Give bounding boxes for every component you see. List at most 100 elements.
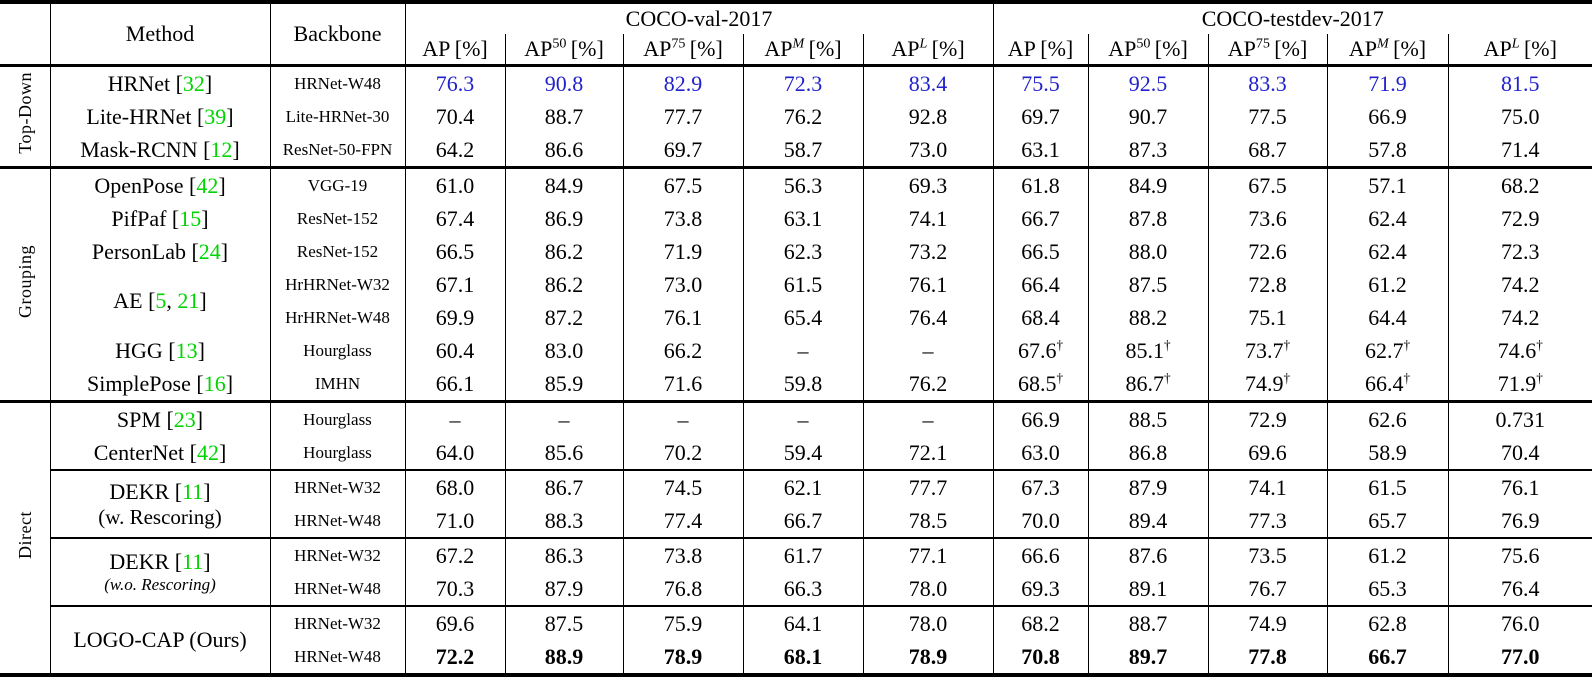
backbone-cell: VGG-19 <box>270 166 406 202</box>
citation-link[interactable]: 12 <box>210 136 233 162</box>
testdev-apm-value: 66.4† <box>1327 367 1449 402</box>
val-ap-value: 64.2 <box>405 133 506 168</box>
group-header-coco-testdev: COCO-testdev-2017 <box>1201 6 1384 32</box>
val-apl-value: 74.1 <box>863 202 994 235</box>
val-ap-value: 68.0 <box>405 469 506 504</box>
val-ap50-value: 86.6 <box>505 133 624 168</box>
table-row: DEKR [11] (w. Rescoring) HRNet-W32 68.0 86.7… <box>0 469 1592 538</box>
table-row: PifPaf [15] ResNet-152 67.4 86.9 73.8 63.1 74.… <box>0 202 1592 235</box>
val-ap-value: – <box>405 400 506 436</box>
citation-link[interactable]: 42 <box>196 439 219 465</box>
citation-link[interactable]: 39 <box>204 103 227 129</box>
backbone-cell: HrHRNet-W48 <box>270 301 406 334</box>
testdev-apl-value: 75.6 <box>1448 537 1592 572</box>
col-header-testdev-ap: AP [%] <box>993 34 1089 66</box>
val-ap50-value: 86.9 <box>505 202 624 235</box>
testdev-apl-value: 74.6† <box>1497 337 1543 363</box>
testdev-ap-value: 66.7 <box>993 202 1089 235</box>
testdev-apm-value: 57.8 <box>1327 133 1449 168</box>
testdev-apl-value: 74.2 <box>1501 271 1540 297</box>
header-metric-row: AP [%] AP50 [%] AP75 [%] APM [%] APL [%] AP [… <box>0 34 1592 66</box>
col-header-method: Method <box>50 2 271 66</box>
backbone-cell: Hourglass <box>270 436 406 470</box>
testdev-ap-value: 67.3 <box>993 469 1089 504</box>
citation-link[interactable]: 23 <box>173 406 196 432</box>
val-apl-value: 72.1 <box>863 436 994 470</box>
backbone-cell: HRNet-W48 <box>270 64 406 100</box>
testdev-ap-value: 66.4 <box>993 268 1089 301</box>
testdev-ap50-value: 87.8 <box>1088 202 1209 235</box>
testdev-ap-value: 68.5† <box>993 367 1089 402</box>
method-cell: PifPaf [15] <box>50 202 271 235</box>
testdev-ap50-value: 87.3 <box>1088 133 1209 168</box>
val-apl-value: 78.0 <box>863 605 994 640</box>
val-ap-value: 67.1 <box>405 268 506 301</box>
testdev-ap50-value: 88.0 <box>1088 235 1209 268</box>
header-group-row: Method Backbone COCO-val-2017 COCO-testd… <box>0 2 1592 66</box>
testdev-apl-value: 81.5 <box>1448 64 1592 100</box>
backbone-cell: HRNet-W48 <box>270 504 406 538</box>
section-label-grouping: Grouping <box>0 166 51 402</box>
val-ap-value: 64.0 <box>405 436 506 470</box>
val-ap50-value: 90.8 <box>505 64 624 100</box>
testdev-ap75-value: 69.6 <box>1208 436 1328 470</box>
testdev-ap75-value: 74.9 <box>1208 605 1328 640</box>
testdev-ap75-value: 72.9 <box>1208 400 1328 436</box>
citation-link[interactable]: 24 <box>198 238 221 264</box>
col-header-val-apl: APL [%] <box>863 34 994 66</box>
corner-cell <box>0 2 51 66</box>
testdev-apm-value: 58.9 <box>1327 436 1449 470</box>
testdev-ap-value: 69.7 <box>993 100 1089 133</box>
testdev-ap-value: 67.6† <box>993 334 1089 367</box>
testdev-ap50-value: 87.6 <box>1088 537 1209 572</box>
backbone-cell: Lite-HRNet-30 <box>270 100 406 133</box>
val-ap-value: 72.2 <box>405 640 506 675</box>
method-cell: CenterNet [42] <box>50 436 271 470</box>
testdev-apl-value: 72.9 <box>1501 205 1540 231</box>
val-ap-value: 60.4 <box>405 334 506 367</box>
val-apm-value: 65.4 <box>743 301 864 334</box>
testdev-ap50-value: 88.5 <box>1088 400 1209 436</box>
testdev-apl-value: 76.1 <box>1448 469 1592 504</box>
citation-link[interactable]: 32 <box>182 70 205 96</box>
testdev-ap-value: 69.3 <box>993 572 1089 606</box>
method-cell: LOGO-CAP (Ours) <box>50 605 271 675</box>
col-header-testdev-apm: APM [%] <box>1327 34 1449 66</box>
citation-link[interactable]: 13 <box>175 337 198 363</box>
testdev-ap75-value: 77.3 <box>1208 504 1328 538</box>
citation-link[interactable]: 11 <box>182 549 204 575</box>
val-apm-value: 62.1 <box>743 469 864 504</box>
val-apl-value: – <box>863 334 994 367</box>
table-row: SimplePose [16] IMHN 66.1 85.9 71.6 59.8 76.2 6… <box>0 367 1592 402</box>
section-label-direct: Direct <box>0 400 51 675</box>
table-row: Top-Down HRNet [32] HRNet-W48 76.3 90.8 82.9 7… <box>0 64 1592 168</box>
backbone-cell: ResNet-50-FPN <box>270 133 406 168</box>
backbone-cell: HRNet-W32 <box>270 605 406 640</box>
citation-link[interactable]: 15 <box>179 205 202 231</box>
testdev-apl-value: 76.0 <box>1448 605 1592 640</box>
val-ap50-value: 85.9 <box>505 367 624 402</box>
val-ap75-value: 76.1 <box>623 301 744 334</box>
val-ap-value: 70.4 <box>405 100 506 133</box>
backbone-cell: ResNet-152 <box>270 202 406 235</box>
testdev-ap50-value: 86.7† <box>1088 367 1209 402</box>
method-cell: HGG [13] <box>50 334 271 367</box>
val-apl-value: 78.5 <box>863 504 994 538</box>
testdev-ap75-value: 72.6 <box>1208 235 1328 268</box>
citation-link[interactable]: 5 <box>155 288 167 314</box>
testdev-apl-value: 72.3 <box>1501 238 1540 264</box>
testdev-ap50-value: 92.5 <box>1088 64 1209 100</box>
val-apl-value: 78.9 <box>863 640 994 675</box>
citation-link[interactable]: 21 <box>177 288 200 314</box>
val-ap50-value: 83.0 <box>505 334 624 367</box>
val-apm-value: – <box>743 400 864 436</box>
table-row: CenterNet [42] Hourglass 64.0 85.6 70.2 59.4 7… <box>0 436 1592 470</box>
val-apl-value: 77.7 <box>863 469 994 504</box>
citation-link[interactable]: 16 <box>203 370 226 396</box>
val-ap75-value: – <box>623 400 744 436</box>
testdev-apm-value: 66.9 <box>1327 100 1449 133</box>
citation-link[interactable]: 42 <box>196 172 219 198</box>
val-apl-value: 73.0 <box>863 133 994 168</box>
citation-link[interactable]: 11 <box>182 479 204 505</box>
